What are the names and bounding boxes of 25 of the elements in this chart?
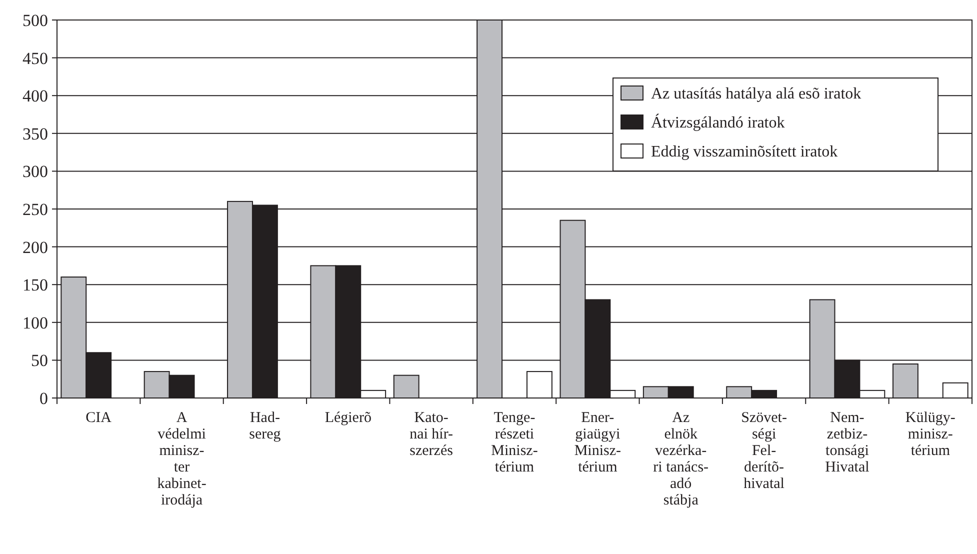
y-tick-label: 350 bbox=[22, 124, 48, 144]
y-tick-label: 200 bbox=[22, 238, 48, 257]
x-tick-label: A védelmi minisz- ter kabinet- irodája bbox=[157, 410, 206, 508]
x-tick-label: Légierõ bbox=[324, 410, 372, 426]
y-tick-label: 300 bbox=[22, 162, 48, 182]
y-tick-label: 0 bbox=[40, 388, 48, 408]
legend-label: Az utasítás hatálya alá esõ iratok bbox=[651, 86, 862, 103]
x-tick-label: Kato- nai hír- szerzés bbox=[410, 410, 454, 459]
y-tick-label: 100 bbox=[22, 313, 48, 332]
x-tick-label: Az elnök vezérka- ri tanács- adó stábja bbox=[653, 410, 709, 508]
y-tick-label: 500 bbox=[22, 10, 48, 30]
x-tick-label: Nem- zetbiz- tonsági Hivatal bbox=[825, 410, 870, 476]
y-tick-label: 450 bbox=[22, 48, 48, 68]
x-tick-label: Szövet- ségi Fel- derítõ- hivatal bbox=[741, 410, 787, 492]
y-tick-label: 400 bbox=[22, 86, 48, 106]
x-tick-label: Tenge- részeti Minisz- térium bbox=[491, 410, 538, 476]
x-tick-label: Ener- giaügyi Minisz- térium bbox=[574, 410, 622, 476]
x-tick-label: CIA bbox=[86, 410, 112, 426]
x-tick-label: Had- sereg bbox=[249, 410, 282, 442]
legend-label: Eddig visszaminõsített iratok bbox=[651, 144, 838, 161]
x-tick-label: Külügy- minisz- térium bbox=[905, 410, 956, 459]
y-tick-label: 50 bbox=[31, 351, 48, 370]
y-tick-label: 150 bbox=[22, 276, 48, 295]
y-tick-label: 250 bbox=[22, 200, 48, 219]
legend-label: Átvizsgálandó iratok bbox=[651, 114, 785, 132]
